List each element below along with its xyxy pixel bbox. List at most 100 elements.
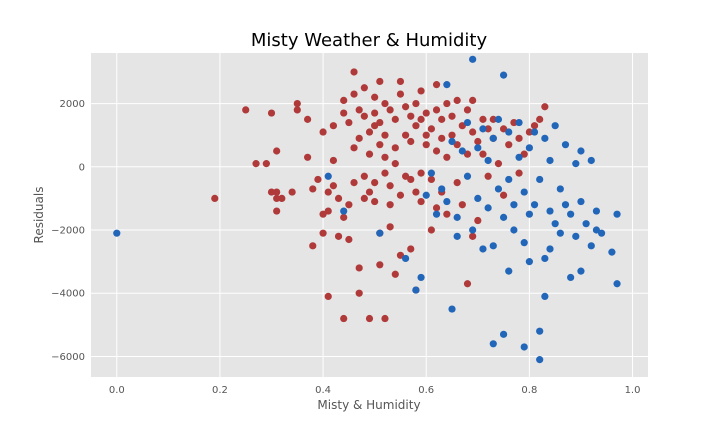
- data-point-red: [386, 201, 394, 209]
- data-point-blue: [597, 229, 606, 237]
- y-tick-labels: −6000 −4000 −2000 0 2000: [51, 99, 85, 363]
- data-point-red: [365, 188, 374, 196]
- data-point-blue: [469, 226, 477, 234]
- data-point-blue: [608, 248, 616, 256]
- data-point-blue: [577, 267, 585, 275]
- data-point-blue: [613, 210, 621, 218]
- data-point-red: [381, 99, 389, 108]
- data-point-red: [386, 106, 394, 114]
- data-point-red: [417, 87, 425, 95]
- data-point-red: [402, 103, 410, 111]
- data-point-blue: [443, 81, 451, 89]
- data-point-blue: [551, 122, 559, 130]
- data-point-red: [376, 141, 384, 149]
- data-point-red: [396, 77, 405, 86]
- data-point-blue: [505, 175, 513, 184]
- data-point-red: [412, 122, 420, 130]
- data-point-red: [293, 106, 301, 114]
- data-point-blue: [520, 239, 528, 247]
- data-point-blue: [551, 220, 559, 228]
- data-point-red: [371, 93, 379, 101]
- data-point-blue: [412, 286, 420, 294]
- data-point-red: [469, 232, 477, 240]
- data-point-red: [448, 112, 456, 120]
- x-tick-labels: 0.0 0.2 0.4 0.6 0.8 1.0: [109, 385, 641, 396]
- data-point-blue: [613, 280, 621, 288]
- data-point-red: [273, 194, 281, 202]
- data-point-blue: [572, 160, 580, 168]
- data-point-red: [324, 188, 332, 196]
- data-point-red: [350, 90, 358, 98]
- x-tick-label: 0.8: [521, 385, 537, 396]
- data-point-red: [309, 242, 317, 250]
- data-point-red: [340, 96, 348, 105]
- data-point-red: [273, 188, 281, 196]
- data-point-blue: [489, 340, 497, 348]
- data-point-red: [499, 125, 508, 133]
- data-point-blue: [536, 175, 544, 184]
- data-point-red: [386, 223, 394, 231]
- data-point-red: [324, 207, 332, 215]
- data-point-blue: [427, 169, 435, 177]
- data-point-blue: [567, 210, 575, 218]
- data-point-blue: [448, 305, 456, 313]
- data-point-red: [479, 115, 487, 123]
- data-point-red: [479, 150, 487, 158]
- data-point-red: [340, 213, 348, 221]
- data-point-blue: [499, 213, 508, 221]
- data-point-red: [448, 131, 456, 139]
- data-point-red: [288, 188, 296, 196]
- data-point-red: [417, 115, 425, 123]
- y-tick-label: −6000: [51, 352, 85, 363]
- x-tick-label: 0.6: [418, 385, 434, 396]
- data-point-red: [360, 172, 368, 180]
- y-tick-label: 2000: [60, 99, 85, 110]
- data-point-blue: [499, 330, 508, 338]
- data-point-blue: [577, 147, 585, 155]
- y-tick-label: −2000: [51, 226, 85, 237]
- data-point-blue: [463, 172, 472, 180]
- data-point-red: [371, 122, 379, 130]
- data-point-blue: [556, 229, 564, 237]
- data-point-red: [334, 194, 343, 202]
- data-point-blue: [520, 343, 528, 351]
- data-point-red: [407, 112, 415, 120]
- data-point-red: [484, 172, 492, 180]
- data-point-blue: [494, 185, 503, 193]
- data-point-blue: [463, 118, 472, 127]
- y-axis-label: Residuals: [32, 187, 46, 244]
- data-point-red: [474, 216, 482, 225]
- data-point-blue: [510, 226, 518, 234]
- data-point-red: [458, 122, 466, 130]
- data-point-red: [360, 112, 368, 120]
- data-point-red: [469, 128, 477, 136]
- data-point-red: [376, 261, 384, 269]
- data-point-red: [355, 106, 363, 114]
- data-point-blue: [402, 254, 410, 263]
- data-point-blue: [443, 197, 451, 206]
- data-point-red: [412, 188, 420, 196]
- data-point-blue: [541, 292, 549, 300]
- data-point-blue: [546, 156, 554, 165]
- data-point-red: [350, 144, 358, 152]
- data-point-blue: [499, 71, 508, 79]
- data-point-red: [407, 137, 415, 146]
- data-point-blue: [561, 141, 570, 149]
- data-point-red: [422, 109, 430, 117]
- x-tick-label: 0.2: [212, 385, 228, 396]
- data-point-red: [355, 289, 363, 297]
- data-point-blue: [510, 201, 518, 209]
- data-point-red: [484, 125, 492, 133]
- data-point-blue: [484, 156, 492, 165]
- data-point-blue: [587, 156, 595, 165]
- data-point-red: [407, 245, 415, 253]
- data-point-red: [376, 118, 384, 127]
- data-point-red: [242, 106, 250, 114]
- data-point-blue: [525, 258, 533, 266]
- data-point-blue: [577, 197, 585, 206]
- data-point-red: [469, 96, 477, 105]
- data-point-red: [381, 169, 389, 177]
- data-point-red: [365, 314, 374, 323]
- data-point-blue: [530, 128, 539, 136]
- data-point-red: [329, 182, 337, 190]
